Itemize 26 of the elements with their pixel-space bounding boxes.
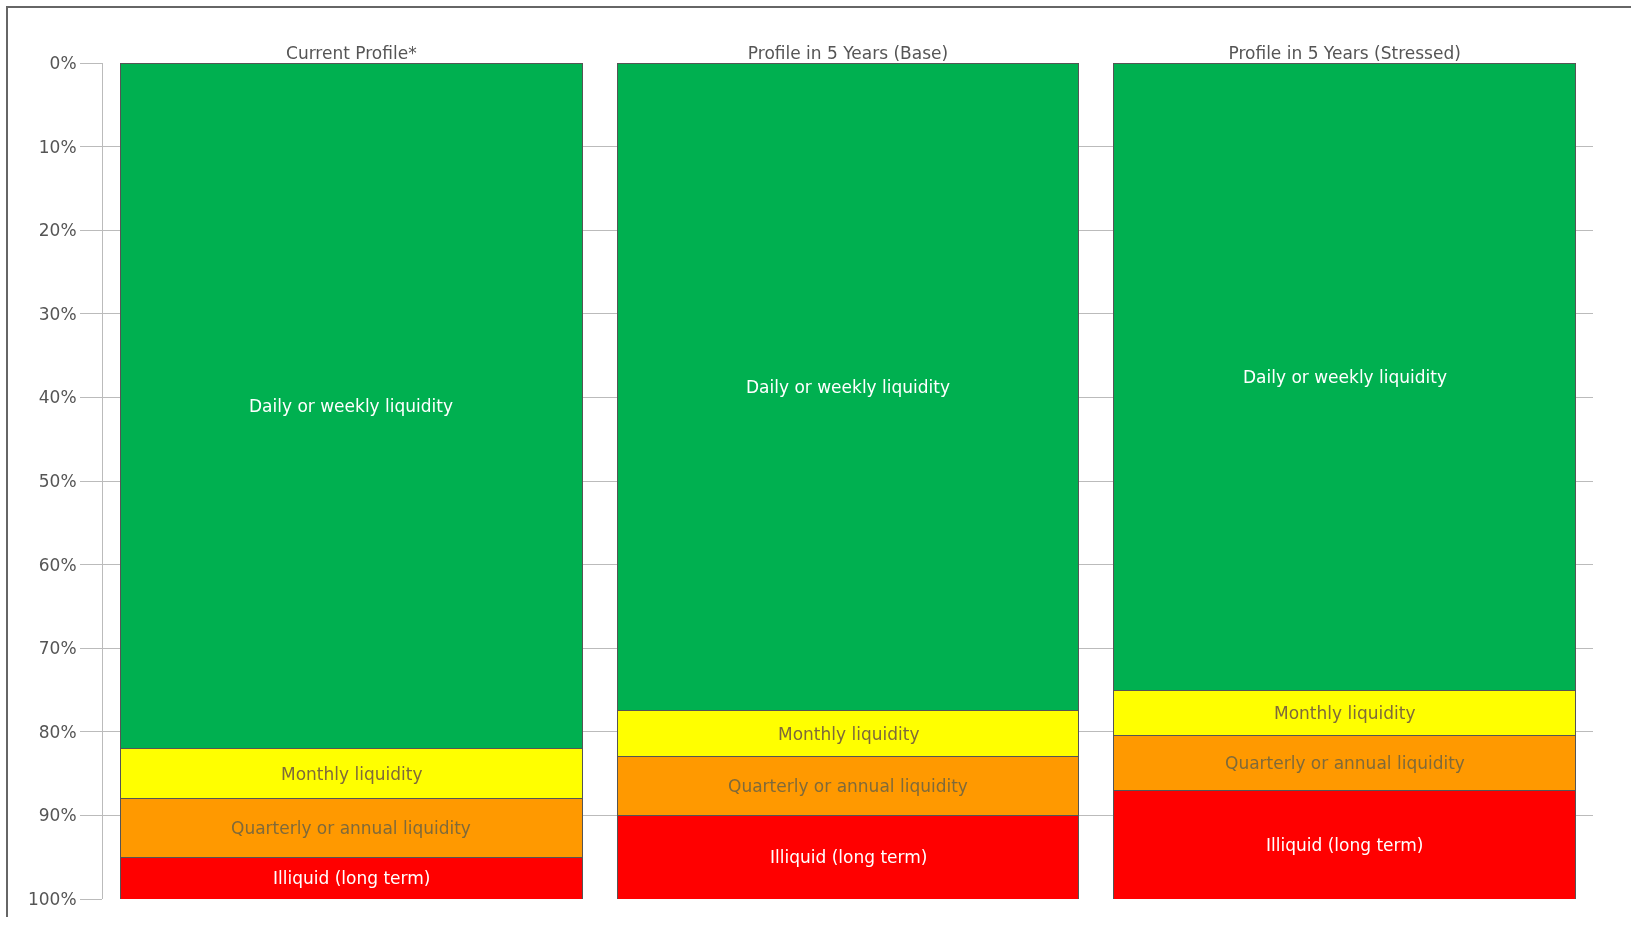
y-tick-label: 70%	[38, 638, 77, 659]
y-tick-label: 90%	[38, 805, 77, 826]
text: Daily or weekly liquidity	[249, 396, 454, 416]
text: Monthly liquidity	[281, 764, 423, 784]
y-tick-label: 60%	[38, 554, 77, 575]
x-tick-label: Profile in 5 Years (Base)	[747, 42, 949, 63]
y-tick-label: 0%	[49, 52, 77, 73]
y-tick-label: 30%	[38, 303, 77, 324]
y-tick-label: 40%	[38, 387, 77, 408]
x-tick-label: Profile in 5 Years (Stressed)	[1228, 42, 1461, 63]
text: Daily or weekly liquidity	[746, 377, 951, 397]
text: Monthly liquidity	[1274, 703, 1416, 723]
y-tick-label: 20%	[38, 220, 77, 241]
series-label: Illiquid (long term)	[273, 868, 431, 888]
x-tick-label: Current Profile*	[286, 42, 417, 63]
text: Illiquid (long term)	[1266, 835, 1424, 855]
series-label: Monthly liquidity	[778, 724, 920, 744]
text: Quarterly or annual liquidity	[231, 818, 471, 838]
series-label: Quarterly or annual liquidity	[1225, 753, 1465, 773]
y-tick-label: 100%	[27, 888, 77, 909]
y-tick-label: 80%	[38, 721, 77, 742]
y-tick-label: 10%	[38, 136, 77, 157]
text: Illiquid (long term)	[770, 847, 928, 867]
text: Quarterly or annual liquidity	[728, 776, 968, 796]
series-label: Daily or weekly liquidity	[1243, 367, 1448, 387]
y-tick-label: 50%	[38, 470, 77, 491]
